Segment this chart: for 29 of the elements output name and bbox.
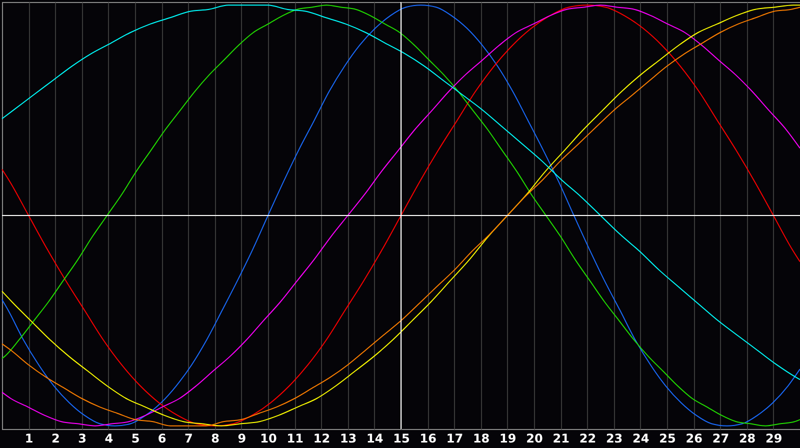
x-tick-label: 7 — [184, 432, 193, 446]
x-tick-label: 10 — [260, 432, 277, 446]
x-tick-label: 19 — [500, 432, 516, 446]
x-tick-label: 5 — [131, 432, 140, 446]
x-tick-label: 25 — [659, 432, 676, 446]
x-tick-label: 21 — [552, 432, 570, 446]
x-tick-label: 16 — [420, 432, 436, 446]
x-tick-label: 15 — [393, 432, 410, 446]
x-tick-label: 2 — [52, 432, 60, 446]
x-tick-label: 23 — [606, 432, 623, 446]
x-tick-label: 3 — [78, 432, 86, 446]
x-tick-label: 26 — [686, 432, 702, 446]
x-tick-label: 27 — [712, 432, 730, 446]
x-tick-label: 6 — [158, 432, 166, 446]
x-tick-label: 24 — [632, 432, 650, 446]
x-tick-label: 9 — [238, 432, 246, 446]
x-tick-label: 8 — [211, 432, 220, 446]
x-tick-label: 20 — [526, 432, 543, 446]
x-tick-label: 22 — [579, 432, 596, 446]
x-tick-label: 29 — [766, 432, 782, 446]
x-tick-label: 11 — [286, 432, 304, 446]
x-tick-label: 18 — [472, 432, 490, 446]
x-tick-label: 17 — [446, 432, 464, 446]
x-tick-label: 4 — [104, 432, 114, 446]
x-tick-label: 13 — [340, 432, 357, 446]
x-tick-label: 28 — [738, 432, 756, 446]
x-tick-label: 14 — [366, 432, 384, 446]
x-tick-label: 12 — [313, 432, 330, 446]
x-tick-label: 1 — [24, 432, 34, 446]
